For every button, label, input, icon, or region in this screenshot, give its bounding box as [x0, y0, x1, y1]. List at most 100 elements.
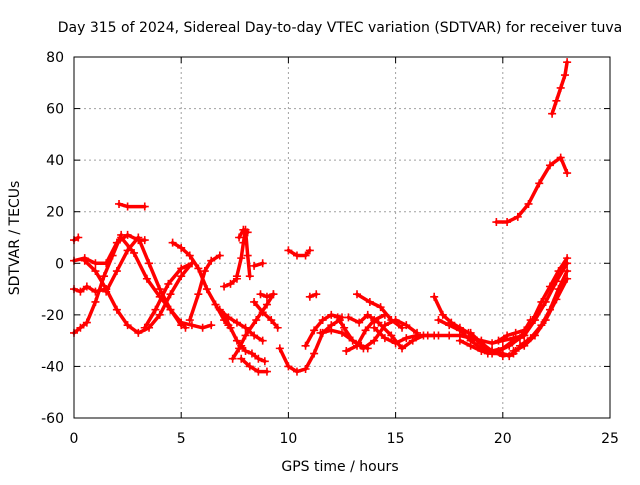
data-point	[445, 331, 454, 340]
data-point	[155, 310, 164, 319]
data-point	[376, 303, 385, 312]
data-point	[361, 326, 370, 335]
data-point	[140, 202, 149, 211]
data-point	[207, 321, 216, 330]
data-point	[168, 238, 177, 247]
data-point	[243, 251, 252, 260]
plot-frame	[73, 56, 611, 419]
data-point	[455, 336, 464, 345]
data-point	[115, 199, 124, 208]
series-line	[222, 313, 267, 364]
data-point	[365, 297, 374, 306]
data-point	[194, 264, 203, 273]
series-arc-22	[256, 290, 278, 301]
data-point	[494, 346, 503, 355]
data-point	[526, 334, 535, 343]
data-point	[505, 341, 514, 350]
data-point	[310, 326, 319, 335]
data-point	[292, 251, 301, 260]
data-point	[402, 321, 411, 330]
y-tick-label: 0	[55, 256, 64, 272]
data-point	[275, 344, 284, 353]
data-point	[245, 362, 254, 371]
series-line	[218, 307, 265, 343]
data-point	[164, 279, 173, 288]
data-point	[513, 212, 522, 221]
data-point	[82, 282, 91, 291]
data-point	[310, 349, 319, 358]
data-point	[492, 218, 501, 227]
series-line	[239, 356, 269, 374]
series-arc-17	[250, 259, 267, 270]
x-tick-label: 15	[387, 431, 405, 447]
data-point	[537, 297, 546, 306]
y-tick-label: -20	[41, 308, 64, 324]
data-point	[535, 179, 544, 188]
data-point	[232, 318, 241, 327]
series-line	[119, 235, 188, 330]
data-point	[515, 341, 524, 350]
data-point	[177, 264, 186, 273]
data-point	[215, 305, 224, 314]
data-point	[258, 259, 267, 268]
data-point	[402, 334, 411, 343]
data-point	[556, 153, 565, 162]
series-arc-20	[237, 354, 271, 376]
data-point	[228, 354, 237, 363]
data-point	[477, 346, 486, 355]
series-arc-42	[528, 254, 572, 325]
data-point	[232, 272, 241, 281]
data-point	[430, 292, 439, 301]
series-line	[496, 328, 526, 343]
data-point	[466, 341, 475, 350]
data-point	[82, 318, 91, 327]
data-point	[387, 331, 396, 340]
data-point	[185, 251, 194, 260]
data-point	[117, 233, 126, 242]
data-point	[166, 290, 175, 299]
data-point	[528, 316, 537, 325]
data-point	[241, 323, 250, 332]
data-point	[515, 334, 524, 343]
data-point	[254, 354, 263, 363]
data-point	[177, 272, 186, 281]
data-point	[140, 236, 149, 245]
data-point	[348, 336, 357, 345]
data-point	[235, 344, 244, 353]
series-arc-37	[483, 316, 535, 358]
data-point	[239, 225, 248, 234]
y-tick-label: 60	[46, 102, 64, 118]
x-axis-label: GPS time / hours	[281, 459, 398, 475]
data-point	[232, 336, 241, 345]
x-tick-label: 25	[601, 431, 619, 447]
data-point	[237, 354, 246, 363]
data-point	[241, 331, 250, 340]
series-arc-43	[492, 153, 572, 227]
data-point	[301, 365, 310, 374]
data-point	[554, 285, 563, 294]
data-point	[211, 300, 220, 309]
series-arc-28	[333, 313, 372, 353]
data-point	[316, 328, 325, 337]
series-line	[252, 300, 280, 330]
data-point	[545, 305, 554, 314]
data-point	[102, 287, 111, 296]
data-point	[305, 246, 314, 255]
data-point	[235, 233, 244, 242]
series-arc-40	[515, 267, 572, 350]
data-point	[74, 233, 83, 242]
series-layer	[70, 58, 572, 376]
data-point	[243, 228, 252, 237]
data-point	[483, 349, 492, 358]
series-arc-05	[115, 199, 149, 211]
data-point	[477, 339, 486, 348]
data-point	[545, 161, 554, 170]
data-point	[340, 323, 349, 332]
data-point	[524, 199, 533, 208]
data-point	[100, 272, 109, 281]
series-arc-21	[250, 297, 282, 332]
data-point	[563, 58, 572, 67]
data-point	[387, 316, 396, 325]
